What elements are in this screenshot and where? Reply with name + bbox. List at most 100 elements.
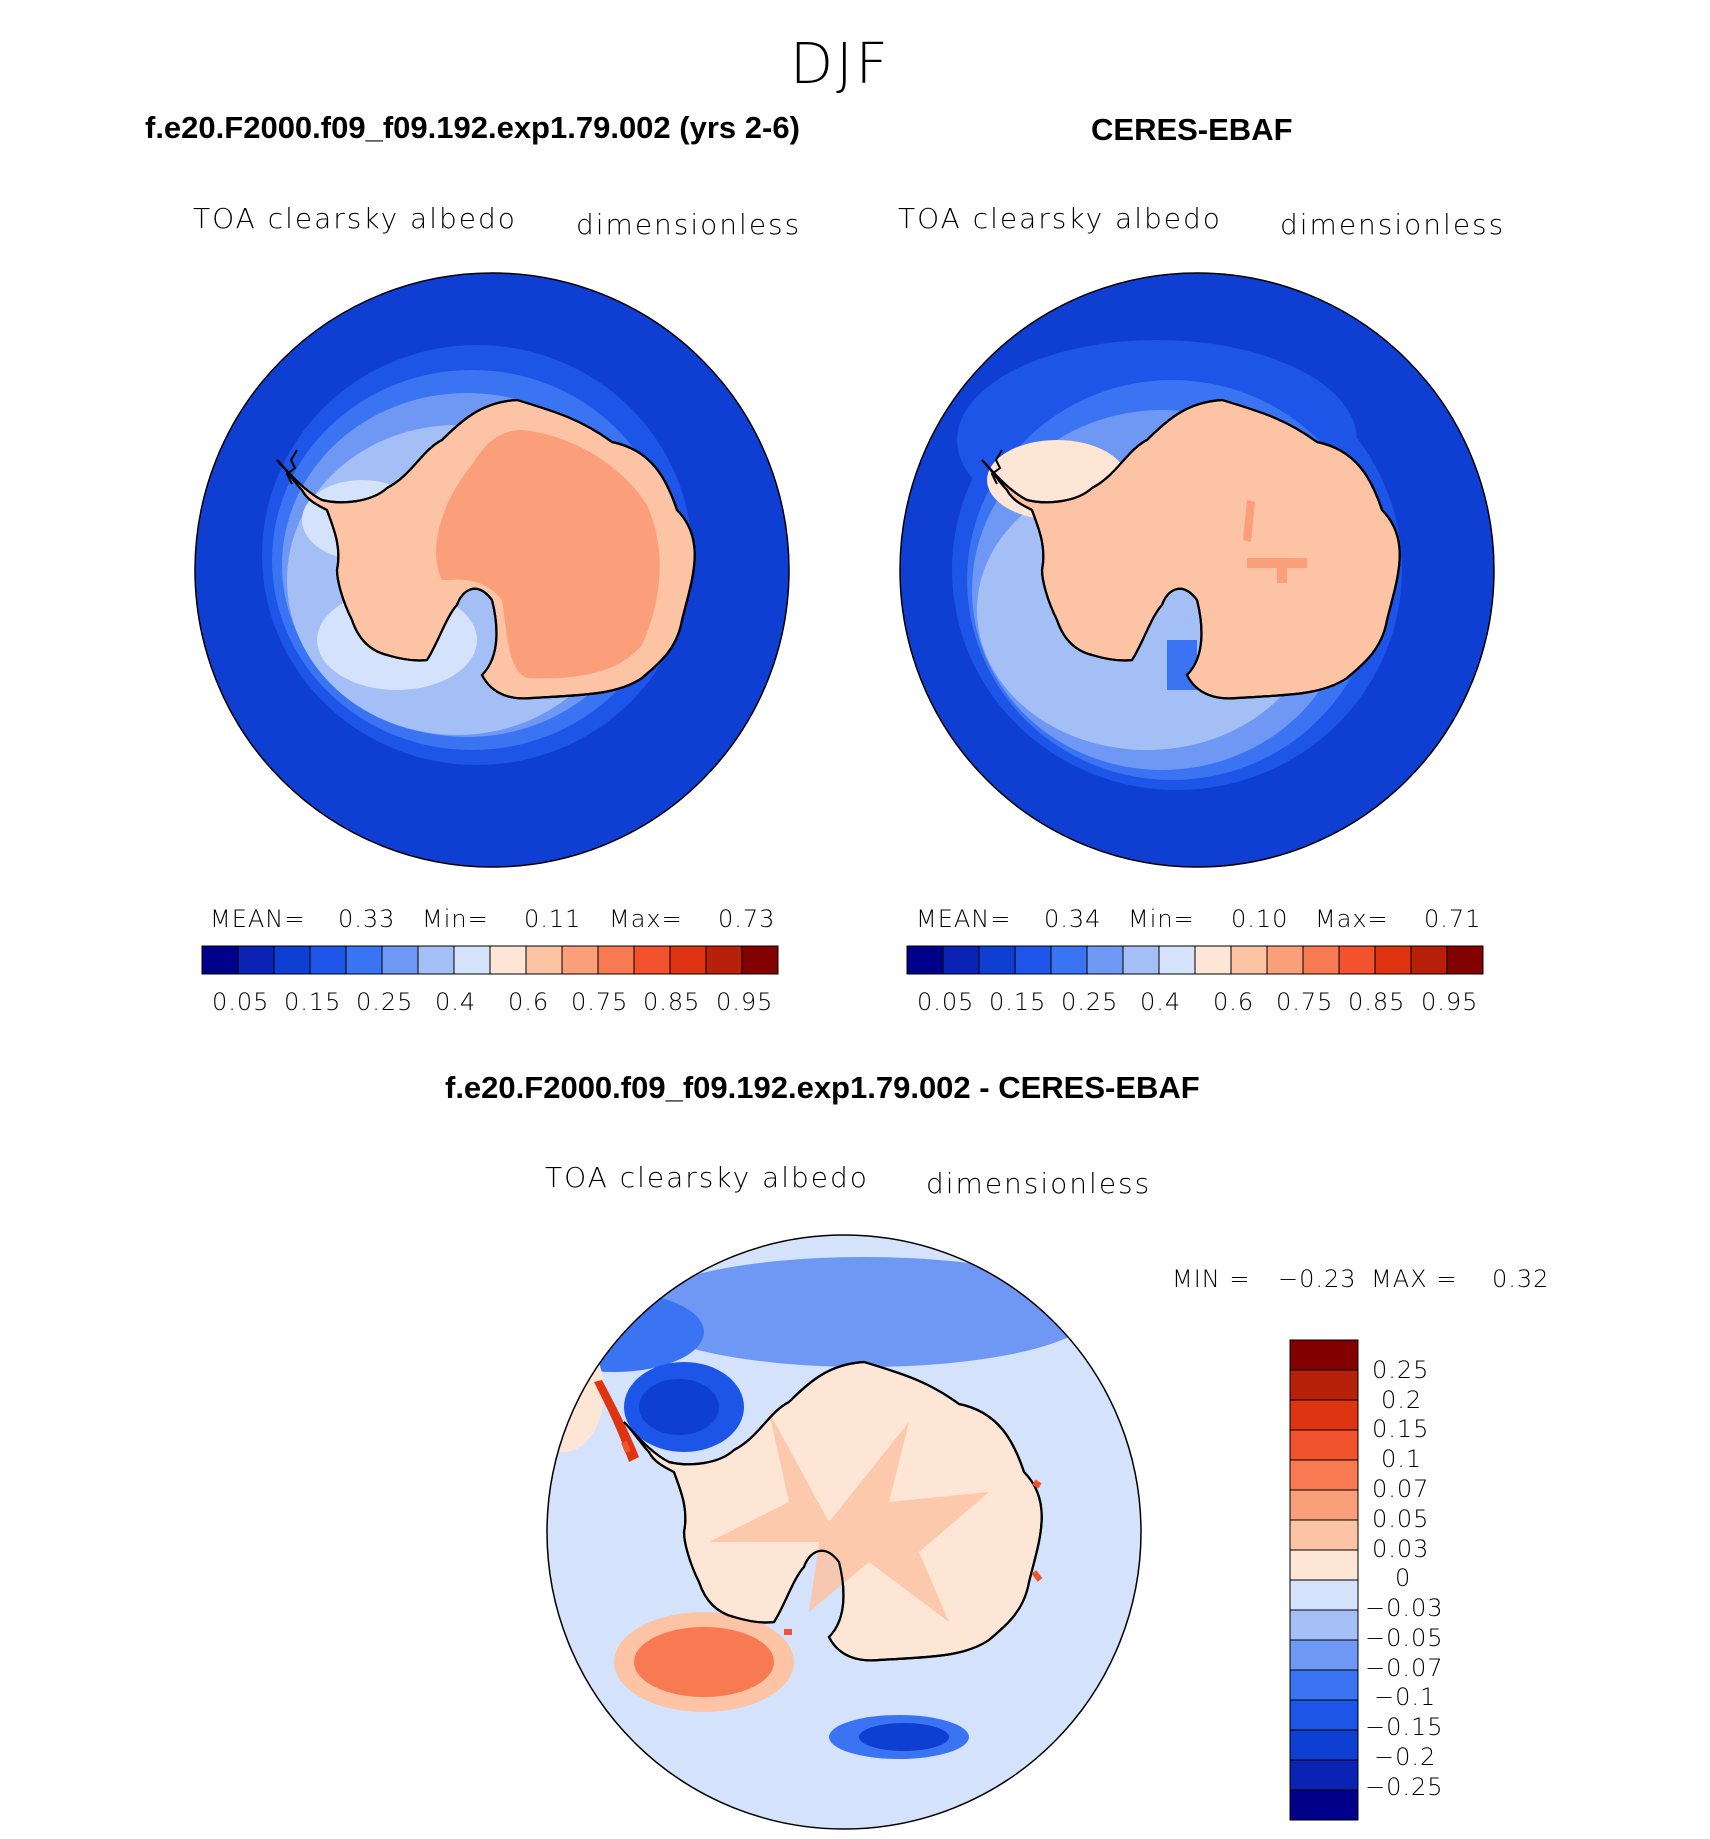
season-title: DJF [790, 32, 891, 97]
model-cbar-tick: 0.6 [508, 988, 550, 1016]
colorbar-swatch [1289, 1759, 1359, 1791]
obs-units-label: dimensionless [1280, 208, 1506, 241]
colorbar-swatch [1289, 1789, 1359, 1821]
diff-cbar-tick: −0.15 [1365, 1713, 1444, 1741]
colorbar-swatch [1014, 945, 1052, 975]
colorbar-swatch [741, 945, 779, 975]
colorbar-swatch [1194, 945, 1232, 975]
colorbar-swatch [1289, 1669, 1359, 1701]
obs-min-label: Min= [1128, 905, 1195, 933]
model-panel-title: f.e20.F2000.f09_f09.192.exp1.79.002 (yrs… [145, 110, 800, 145]
colorbar-swatch [705, 945, 743, 975]
colorbar-swatch [1338, 945, 1376, 975]
diff-cbar-tick: −0.1 [1374, 1683, 1437, 1711]
colorbar-swatch [417, 945, 455, 975]
colorbar-swatch [525, 945, 563, 975]
colorbar-swatch [201, 945, 239, 975]
diff-min-label: MIN = [1172, 1265, 1251, 1293]
diff-variable-label: TOA clearsky albedo [545, 1161, 869, 1194]
obs-min-value: 0.10 [1231, 905, 1289, 933]
obs-colorbar [906, 945, 1484, 975]
model-mean-label: MEAN= [210, 905, 306, 933]
colorbar-swatch [1289, 1489, 1359, 1521]
model-cbar-tick: 0.05 [212, 988, 270, 1016]
diff-units-label: dimensionless [926, 1167, 1152, 1200]
obs-mean-label: MEAN= [916, 905, 1012, 933]
model-map [194, 272, 790, 868]
diff-cbar-tick: −0.05 [1365, 1624, 1444, 1652]
model-min-label: Min= [422, 905, 489, 933]
model-cbar-tick: 0.15 [284, 988, 342, 1016]
diff-cbar-tick: −0.2 [1374, 1743, 1437, 1771]
model-cbar-tick: 0.95 [716, 988, 774, 1016]
diff-panel-title: f.e20.F2000.f09_f09.192.exp1.79.002 - CE… [445, 1070, 1200, 1105]
colorbar-swatch [1122, 945, 1160, 975]
obs-panel-title: CERES-EBAF [1091, 112, 1293, 147]
colorbar-swatch [1446, 945, 1484, 975]
colorbar-swatch [345, 945, 383, 975]
diff-cbar-tick: 0.03 [1372, 1535, 1430, 1563]
colorbar-swatch [453, 945, 491, 975]
obs-cbar-tick: 0.95 [1421, 988, 1479, 1016]
colorbar-swatch [1289, 1459, 1359, 1491]
colorbar-swatch [381, 945, 419, 975]
diff-cbar-tick: 0.2 [1381, 1386, 1423, 1414]
colorbar-swatch [1289, 1639, 1359, 1671]
diff-cbar-tick: 0.07 [1372, 1475, 1430, 1503]
model-min-value: 0.11 [524, 905, 582, 933]
colorbar-swatch [906, 945, 944, 975]
colorbar-swatch [1289, 1519, 1359, 1551]
colorbar-swatch [1374, 945, 1412, 975]
colorbar-swatch [978, 945, 1016, 975]
obs-cbar-tick: 0.75 [1276, 988, 1334, 1016]
diff-cbar-tick: 0.15 [1372, 1415, 1430, 1443]
colorbar-swatch [1410, 945, 1448, 975]
colorbar-swatch [942, 945, 980, 975]
colorbar-swatch [1289, 1399, 1359, 1431]
colorbar-swatch [669, 945, 707, 975]
colorbar-swatch [309, 945, 347, 975]
obs-map [899, 272, 1495, 868]
model-max-value: 0.73 [718, 905, 776, 933]
diff-max-value: 0.32 [1492, 1265, 1550, 1293]
colorbar-swatch [597, 945, 635, 975]
colorbar-swatch [1158, 945, 1196, 975]
obs-max-label: Max= [1315, 905, 1389, 933]
colorbar-swatch [1289, 1699, 1359, 1731]
colorbar-swatch [1086, 945, 1124, 975]
model-units-label: dimensionless [576, 208, 802, 241]
model-cbar-tick: 0.25 [356, 988, 414, 1016]
obs-cbar-tick: 0.25 [1061, 988, 1119, 1016]
diff-min-value: −0.23 [1278, 1265, 1357, 1293]
model-mean-value: 0.33 [338, 905, 396, 933]
obs-cbar-tick: 0.4 [1140, 988, 1182, 1016]
colorbar-swatch [1289, 1549, 1359, 1581]
colorbar-swatch [1289, 1729, 1359, 1761]
diff-cbar-tick: 0.25 [1372, 1356, 1430, 1384]
colorbar-swatch [1289, 1369, 1359, 1401]
diff-colorbar [1289, 1339, 1359, 1821]
obs-cbar-tick: 0.05 [917, 988, 975, 1016]
model-cbar-tick: 0.4 [435, 988, 477, 1016]
colorbar-swatch [1289, 1609, 1359, 1641]
diff-cbar-tick: 0.1 [1381, 1445, 1423, 1473]
colorbar-swatch [1302, 945, 1340, 975]
obs-max-value: 0.71 [1424, 905, 1482, 933]
colorbar-swatch [273, 945, 311, 975]
diff-cbar-tick: 0.05 [1372, 1505, 1430, 1533]
colorbar-swatch [1230, 945, 1268, 975]
colorbar-swatch [561, 945, 599, 975]
obs-cbar-tick: 0.6 [1213, 988, 1255, 1016]
colorbar-swatch [237, 945, 275, 975]
model-max-label: Max= [609, 905, 683, 933]
model-cbar-tick: 0.85 [643, 988, 701, 1016]
diff-cbar-tick: 0 [1395, 1564, 1412, 1592]
colorbar-swatch [1266, 945, 1304, 975]
obs-mean-value: 0.34 [1044, 905, 1102, 933]
obs-variable-label: TOA clearsky albedo [898, 202, 1222, 235]
obs-cbar-tick: 0.15 [989, 988, 1047, 1016]
obs-cbar-tick: 0.85 [1348, 988, 1406, 1016]
diff-max-label: MAX = [1371, 1265, 1458, 1293]
colorbar-swatch [489, 945, 527, 975]
